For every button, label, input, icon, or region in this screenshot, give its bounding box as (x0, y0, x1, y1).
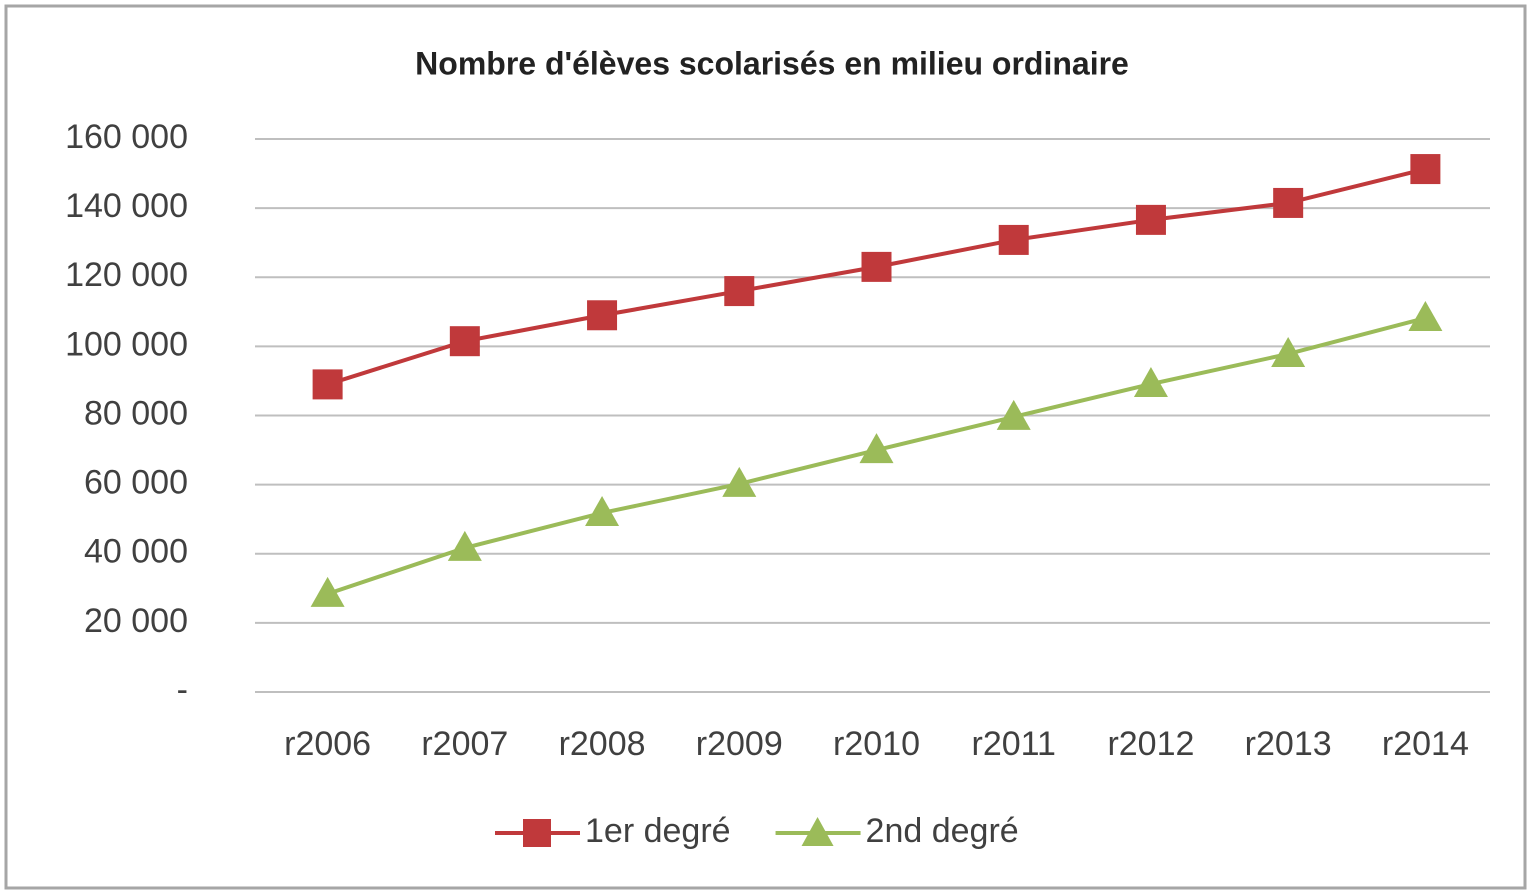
y-tick-label: 160 000 (65, 118, 188, 156)
x-tick-label: r2010 (833, 725, 920, 763)
chart-border (4, 4, 1527, 890)
marker (1410, 154, 1441, 185)
marker (998, 224, 1029, 255)
marker (861, 251, 892, 282)
y-tick-label: 60 000 (84, 464, 188, 502)
x-tick-label: r2007 (421, 725, 508, 763)
marker (1408, 301, 1443, 332)
y-tick-label: 120 000 (65, 256, 188, 294)
marker (722, 466, 757, 497)
legend-label: 1er degré (585, 812, 731, 850)
marker (587, 300, 618, 331)
legend-marker (801, 817, 834, 846)
marker (310, 576, 345, 607)
y-tick-label: 140 000 (65, 187, 188, 225)
marker (996, 399, 1031, 430)
marker (1135, 204, 1166, 235)
legend-label: 2nd degré (866, 812, 1019, 850)
marker (312, 369, 343, 400)
marker (1271, 336, 1306, 367)
x-tick-label: r2012 (1107, 725, 1194, 763)
y-tick-label: - (177, 671, 188, 709)
marker (1273, 187, 1304, 218)
marker (724, 276, 755, 307)
marker (585, 495, 620, 526)
x-tick-label: r2014 (1382, 725, 1469, 763)
legend-marker (523, 819, 551, 847)
y-tick-label: 100 000 (65, 325, 188, 363)
x-tick-label: r2009 (696, 725, 783, 763)
x-tick-label: r2013 (1245, 725, 1332, 763)
chart-title: Nombre d'élèves scolarisés en milieu ord… (415, 45, 1129, 81)
y-tick-label: 80 000 (84, 394, 188, 432)
marker (447, 530, 482, 561)
x-tick-label: r2006 (284, 725, 371, 763)
x-tick-label: r2011 (972, 725, 1056, 763)
x-tick-label: r2008 (559, 725, 646, 763)
y-tick-label: 40 000 (84, 533, 188, 571)
y-tick-label: 20 000 (84, 602, 188, 640)
marker (859, 433, 894, 464)
marker (449, 326, 480, 357)
marker (1133, 367, 1168, 398)
